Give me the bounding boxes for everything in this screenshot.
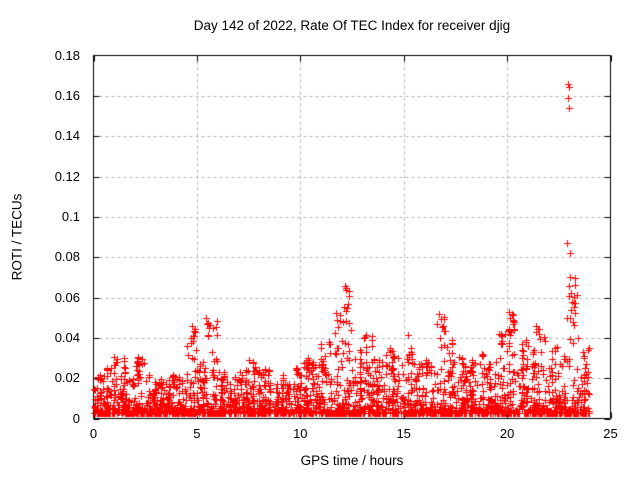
- x-tick-label: 20: [499, 426, 515, 441]
- x-tick-label: 10: [293, 426, 308, 441]
- y-tick-label: 0: [72, 410, 80, 426]
- y-tick-label: 0.18: [54, 47, 80, 63]
- y-tick-label: 0.06: [54, 289, 80, 305]
- y-tick-label: 0.02: [54, 370, 80, 386]
- y-tick-label: 0.16: [54, 87, 80, 103]
- y-tick-label: 0.04: [54, 329, 80, 345]
- y-tick-label: 0.14: [54, 128, 80, 144]
- chart-title: Day 142 of 2022, Rate Of TEC Index for r…: [193, 18, 511, 33]
- y-tick-label: 0.12: [54, 168, 80, 184]
- x-tick-label: 0: [89, 426, 98, 441]
- y-tick-label: 0.08: [54, 249, 80, 265]
- y-axis-label: ROTI / TECUs: [9, 193, 25, 281]
- y-tick-label: 0.1: [61, 208, 80, 224]
- x-axis-label: GPS time / hours: [300, 453, 404, 468]
- x-tick-label: 5: [193, 426, 201, 441]
- x-tick-label: 25: [603, 426, 618, 441]
- x-tick-label: 15: [396, 426, 411, 441]
